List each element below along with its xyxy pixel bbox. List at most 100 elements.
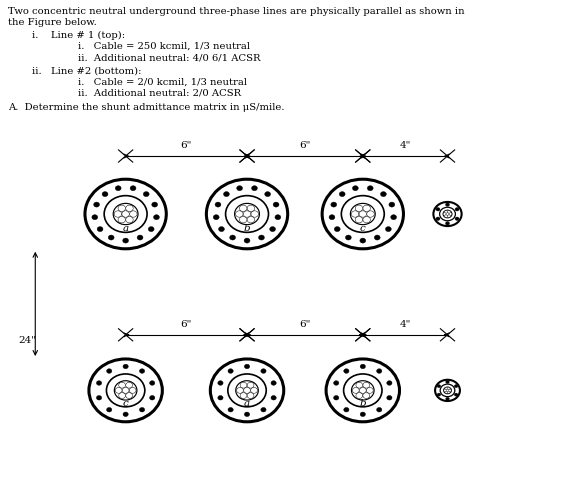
Circle shape [104, 196, 147, 232]
Circle shape [206, 179, 288, 249]
Circle shape [445, 387, 448, 390]
Text: Two concentric neutral underground three-phase lines are physically parallel as : Two concentric neutral underground three… [8, 7, 465, 16]
Circle shape [334, 381, 339, 385]
Circle shape [126, 217, 133, 223]
Circle shape [240, 382, 247, 388]
Circle shape [433, 202, 462, 226]
Circle shape [380, 191, 386, 197]
Circle shape [143, 191, 149, 197]
Circle shape [108, 235, 114, 240]
Circle shape [113, 203, 138, 225]
Text: ii.   Line #2 (bottom):: ii. Line #2 (bottom): [32, 66, 142, 75]
Text: 6": 6" [299, 320, 311, 329]
Circle shape [387, 381, 392, 385]
Circle shape [97, 226, 103, 232]
Text: i.    Line # 1 (top):: i. Line # 1 (top): [32, 31, 126, 39]
Circle shape [114, 381, 137, 400]
Circle shape [436, 208, 440, 211]
Text: the Figure below.: the Figure below. [8, 18, 97, 27]
Circle shape [436, 217, 440, 221]
Circle shape [261, 369, 266, 373]
Circle shape [152, 202, 158, 207]
Circle shape [355, 217, 362, 223]
Circle shape [139, 369, 144, 373]
Circle shape [447, 391, 450, 393]
Circle shape [247, 205, 255, 211]
Circle shape [237, 387, 244, 393]
Circle shape [437, 384, 441, 388]
Text: 6": 6" [180, 320, 192, 329]
Circle shape [446, 213, 449, 215]
Circle shape [148, 226, 154, 232]
Circle shape [270, 226, 275, 232]
Circle shape [367, 211, 374, 217]
Circle shape [122, 387, 129, 393]
Circle shape [367, 387, 373, 393]
Circle shape [107, 407, 112, 412]
Circle shape [228, 374, 266, 407]
Text: A.  Determine the shunt admittance matrix in μS/mile.: A. Determine the shunt admittance matrix… [8, 103, 285, 112]
Circle shape [230, 235, 235, 240]
Text: a: a [244, 399, 250, 408]
Text: b: b [360, 399, 366, 408]
Circle shape [360, 238, 366, 243]
Circle shape [218, 381, 223, 385]
Text: 6": 6" [299, 141, 311, 150]
Circle shape [115, 387, 122, 393]
Text: b: b [244, 224, 251, 233]
Circle shape [139, 407, 144, 412]
Circle shape [350, 203, 375, 225]
Circle shape [367, 186, 373, 191]
Circle shape [449, 213, 452, 215]
Circle shape [244, 238, 250, 243]
Circle shape [126, 393, 132, 399]
Circle shape [115, 186, 121, 191]
Circle shape [119, 382, 125, 388]
Circle shape [85, 179, 166, 249]
Circle shape [446, 389, 449, 391]
Text: ii.  Additional neutral: 2/0 ACSR: ii. Additional neutral: 2/0 ACSR [78, 88, 241, 97]
Text: c: c [360, 224, 365, 233]
Circle shape [123, 364, 128, 369]
Circle shape [251, 387, 258, 393]
Circle shape [237, 186, 242, 191]
Circle shape [251, 211, 259, 217]
Circle shape [363, 205, 371, 211]
Circle shape [356, 393, 362, 399]
Circle shape [226, 196, 269, 232]
Circle shape [329, 215, 335, 220]
Circle shape [119, 393, 125, 399]
Circle shape [342, 196, 385, 232]
Circle shape [344, 407, 349, 412]
Circle shape [107, 369, 112, 373]
Circle shape [264, 191, 270, 197]
Circle shape [334, 226, 340, 232]
Text: a: a [122, 224, 129, 233]
Circle shape [445, 203, 450, 206]
Circle shape [454, 384, 458, 388]
Circle shape [118, 205, 125, 211]
Circle shape [137, 235, 143, 240]
Circle shape [391, 215, 397, 220]
Circle shape [343, 374, 382, 407]
Circle shape [443, 210, 452, 218]
Text: 24": 24" [19, 336, 37, 346]
Circle shape [150, 396, 155, 400]
Circle shape [89, 359, 162, 422]
Circle shape [235, 381, 258, 400]
Circle shape [228, 369, 233, 373]
Circle shape [359, 211, 367, 217]
Circle shape [129, 211, 137, 217]
Circle shape [389, 202, 395, 207]
Circle shape [447, 215, 450, 217]
Circle shape [240, 393, 247, 399]
Circle shape [446, 381, 450, 383]
Circle shape [331, 202, 336, 207]
Circle shape [275, 215, 281, 220]
Circle shape [271, 381, 276, 385]
Circle shape [360, 364, 365, 369]
Circle shape [446, 398, 450, 400]
Text: 4": 4" [400, 320, 411, 329]
Circle shape [344, 369, 349, 373]
Circle shape [444, 389, 447, 391]
